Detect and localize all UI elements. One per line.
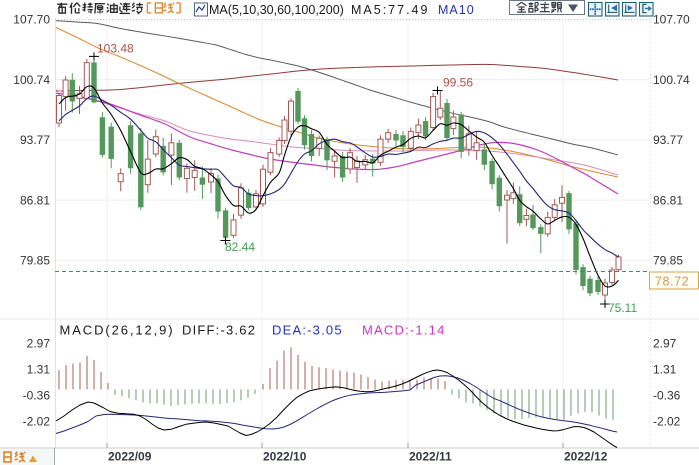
svg-text:86.81: 86.81 (653, 193, 683, 207)
svg-text:100.74: 100.74 (13, 73, 50, 87)
svg-text:2022/09: 2022/09 (108, 450, 152, 464)
svg-text:-2.02: -2.02 (23, 414, 51, 428)
svg-text:-2.02: -2.02 (653, 414, 681, 428)
svg-text:2022/11: 2022/11 (409, 450, 452, 464)
svg-text:MA(5,10,30,60,100,200): MA(5,10,30,60,100,200) (209, 3, 344, 17)
svg-text:-0.36: -0.36 (23, 388, 51, 402)
svg-text:1.31: 1.31 (27, 362, 51, 376)
svg-text:93.77: 93.77 (653, 133, 683, 147)
svg-text:2.97: 2.97 (653, 336, 677, 350)
svg-text:MA10: MA10 (438, 3, 475, 17)
svg-text:-0.36: -0.36 (653, 388, 681, 402)
svg-text:2.97: 2.97 (27, 336, 51, 350)
svg-text:100.74: 100.74 (653, 73, 690, 87)
svg-text:107.70: 107.70 (653, 12, 690, 26)
svg-text:103.48: 103.48 (97, 42, 134, 56)
svg-text:99.56: 99.56 (443, 76, 473, 90)
svg-text:DIFF:-3.62: DIFF:-3.62 (182, 323, 256, 338)
svg-text:93.77: 93.77 (20, 133, 50, 147)
svg-text:75.11: 75.11 (608, 301, 637, 315)
svg-text:MACD(26,12,9): MACD(26,12,9) (60, 323, 175, 338)
svg-text:DEA:-3.05: DEA:-3.05 (272, 323, 343, 338)
svg-text:79.85: 79.85 (653, 254, 683, 268)
svg-text:82.44: 82.44 (225, 240, 255, 254)
svg-text:MACD:-1.14: MACD:-1.14 (362, 323, 446, 338)
svg-text:2022/12: 2022/12 (564, 450, 608, 464)
svg-text:86.81: 86.81 (20, 193, 50, 207)
svg-text:MA5:77.49: MA5:77.49 (351, 3, 429, 17)
svg-text:78.72: 78.72 (655, 275, 689, 289)
svg-text:107.70: 107.70 (13, 12, 50, 26)
svg-text:1.31: 1.31 (653, 362, 677, 376)
svg-text:79.85: 79.85 (20, 254, 50, 268)
svg-text:2022/10: 2022/10 (263, 450, 307, 464)
